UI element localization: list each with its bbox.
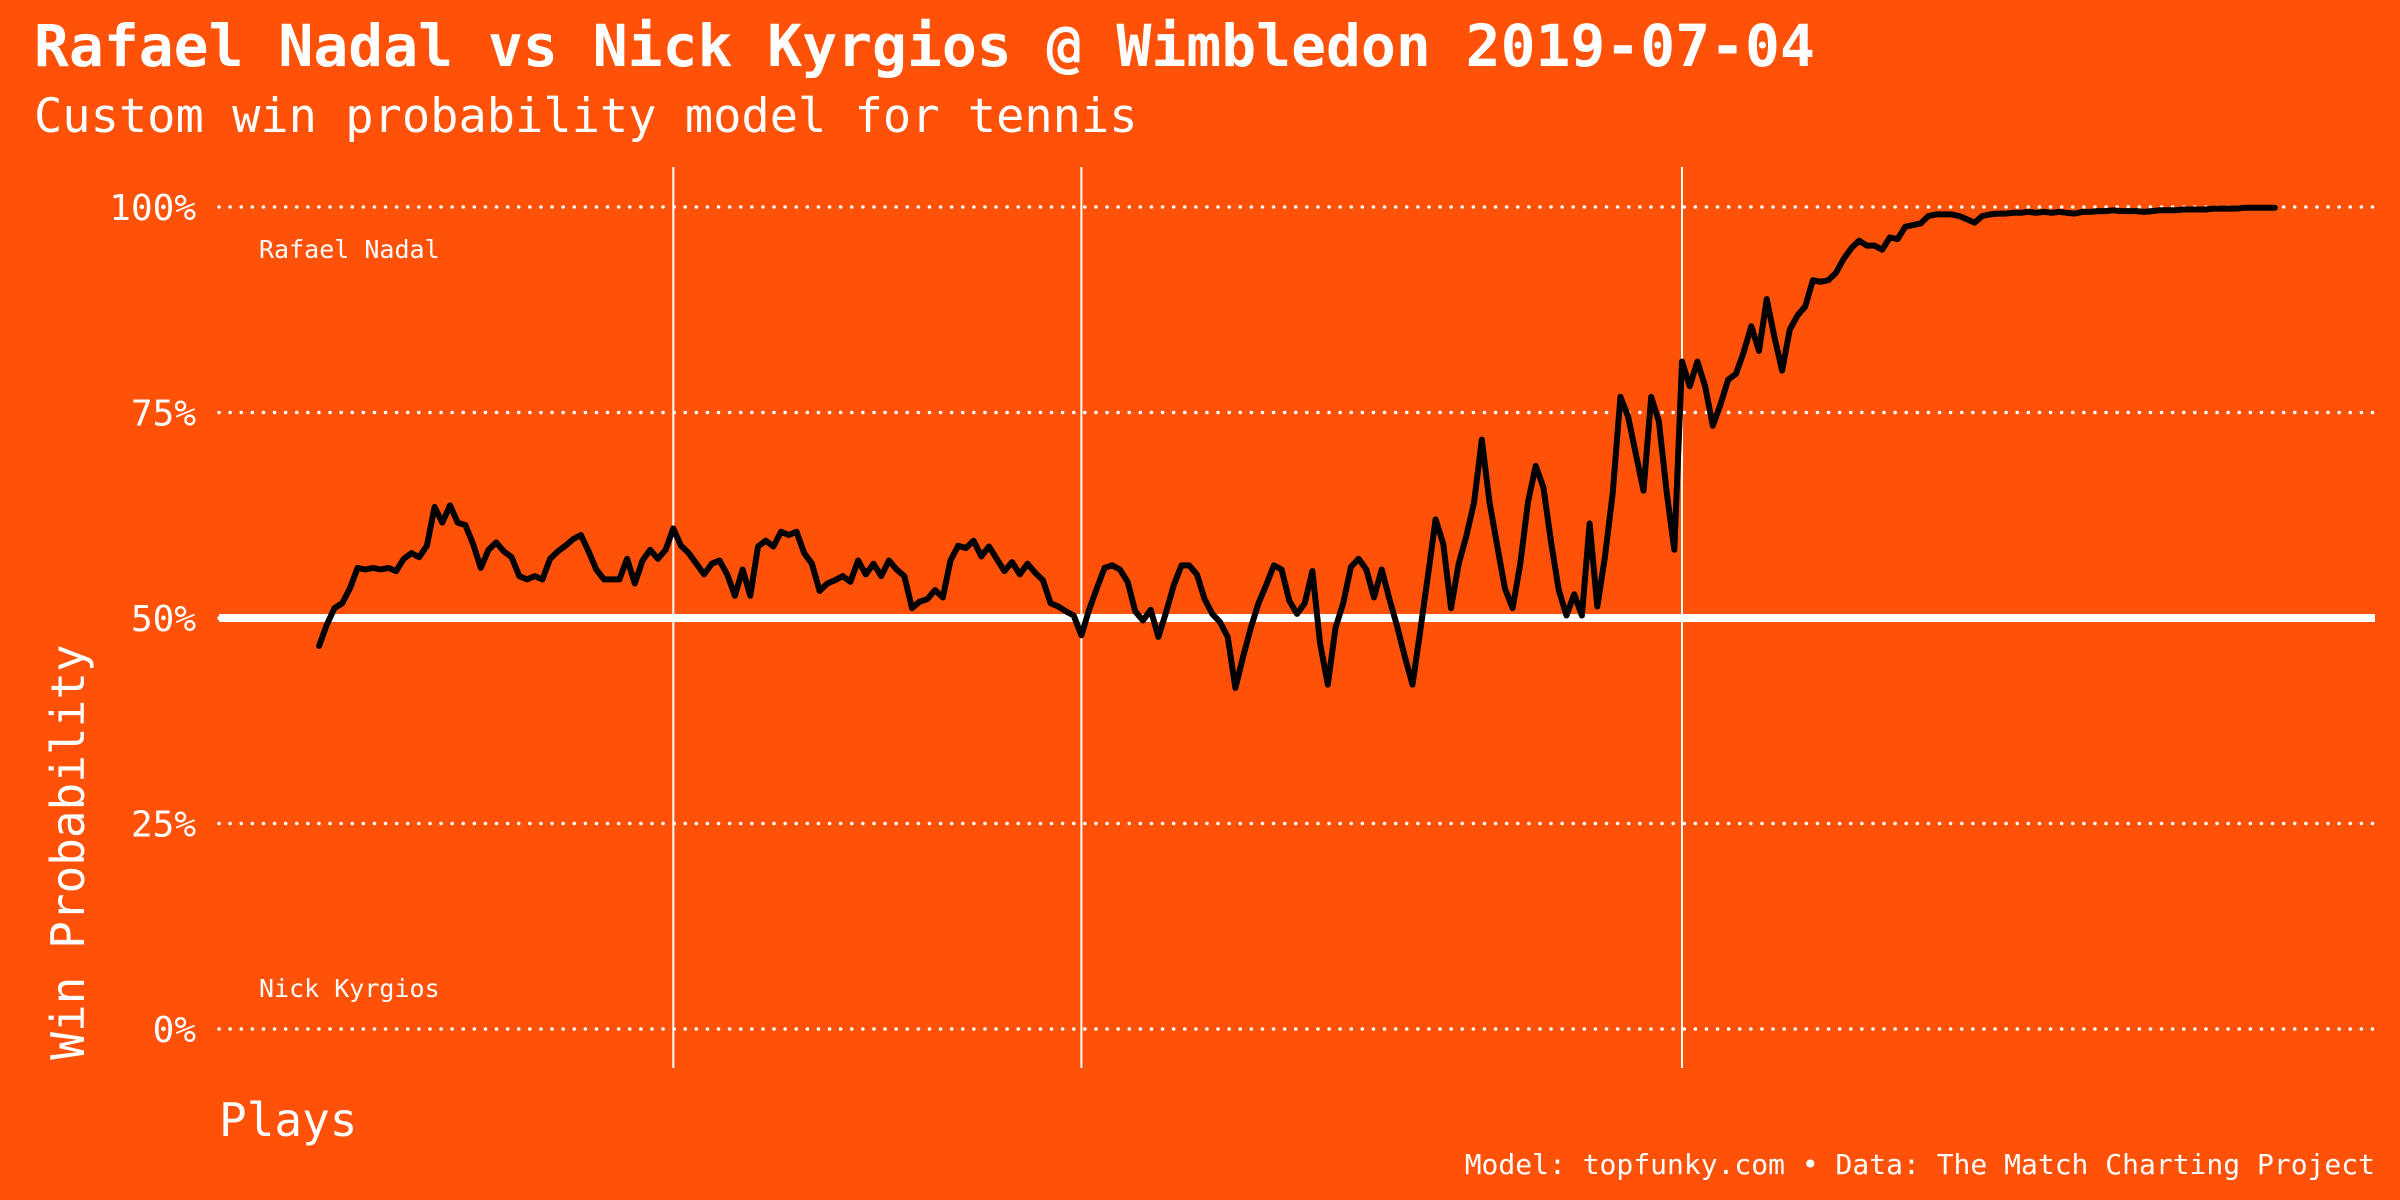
y-tick-label: 100% — [109, 188, 196, 229]
y-tick-label: 25% — [131, 805, 196, 846]
annotation: Rafael Nadal — [259, 235, 440, 264]
y-tick-label: 75% — [131, 394, 196, 435]
y-axis-label: Win Probability — [41, 644, 95, 1059]
y-tick-label: 0% — [153, 1010, 197, 1051]
chart-title: Rafael Nadal vs Nick Kyrgios @ Wimbledon… — [34, 12, 1815, 80]
x-axis-label: Plays — [219, 1093, 357, 1147]
annotation: Nick Kyrgios — [259, 974, 440, 1003]
chart-subtitle: Custom win probability model for tennis — [34, 89, 1138, 144]
win-probability-line — [316, 204, 2278, 691]
caption: Model: topfunky.com • Data: The Match Ch… — [1465, 1148, 2375, 1181]
y-tick-label: 50% — [131, 599, 196, 640]
